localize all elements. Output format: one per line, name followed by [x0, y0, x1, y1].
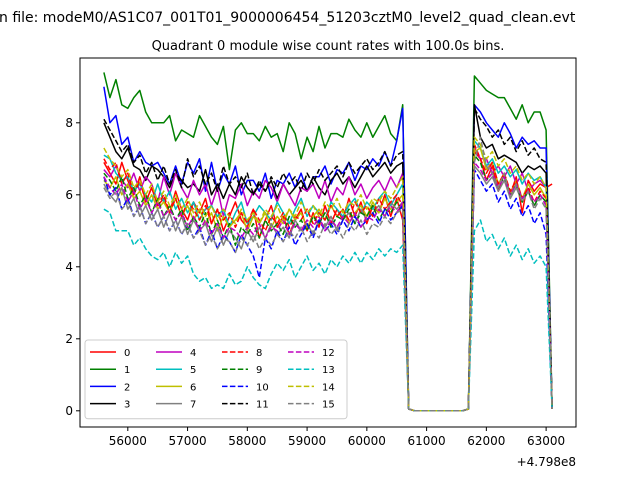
- x-tick-label: 62000: [467, 434, 505, 448]
- x-offset-label: +4.798e8: [517, 455, 576, 469]
- x-tick-label: 63000: [527, 434, 565, 448]
- x-tick-label: 61000: [408, 434, 446, 448]
- x-tick-label: 60000: [348, 434, 386, 448]
- y-tick-label: 8: [65, 116, 73, 130]
- legend-label: 14: [322, 382, 335, 393]
- series-line-2: [103, 86, 553, 412]
- series-line-13: [103, 208, 553, 412]
- axes-layer: 56000 57000 58000 59000 60000 61000 62000 63000…: [65, 116, 565, 448]
- x-tick-label: 56000: [109, 434, 147, 448]
- legend-label: 12: [322, 348, 335, 359]
- chart-title: Quadrant 0 module wise count rates with …: [152, 39, 505, 54]
- legend-label: 13: [322, 365, 335, 376]
- series-line-12: [103, 161, 553, 412]
- legend-label: 8: [256, 348, 262, 359]
- series-line-14: [103, 136, 553, 412]
- y-tick-label: 6: [65, 188, 73, 202]
- series-layer: [103, 72, 553, 412]
- legend-label: 5: [190, 365, 196, 376]
- legend-label: 3: [124, 400, 130, 411]
- legend-label: 9: [256, 365, 262, 376]
- legend-label: 15: [322, 400, 335, 411]
- x-tick-label: 58000: [228, 434, 266, 448]
- legend-label: 0: [124, 348, 130, 359]
- series-line-1: [103, 72, 553, 412]
- legend-label: 4: [190, 348, 196, 359]
- legend-label: 11: [256, 400, 269, 411]
- series-line-9: [103, 154, 553, 412]
- series-line-15: [103, 136, 553, 412]
- y-tick-label: 2: [65, 332, 73, 346]
- series-line-11: [103, 107, 553, 412]
- plot-border: [79, 57, 577, 428]
- y-tick-label: 0: [65, 404, 73, 418]
- legend-label: 10: [256, 382, 269, 393]
- legend-label: 6: [190, 382, 196, 393]
- legend-label: 2: [124, 382, 130, 393]
- series-line-10: [103, 168, 553, 412]
- legend-box: [84, 339, 348, 420]
- legend-label: 7: [190, 400, 196, 411]
- figure-suptitle: n file: modeM0/AS1C07_001T01_9000006454_…: [0, 10, 576, 26]
- legend-label: 1: [124, 365, 130, 376]
- series-line-7: [103, 165, 553, 412]
- x-tick-label: 57000: [168, 434, 206, 448]
- x-tick-label: 59000: [288, 434, 326, 448]
- y-tick-label: 4: [65, 260, 73, 274]
